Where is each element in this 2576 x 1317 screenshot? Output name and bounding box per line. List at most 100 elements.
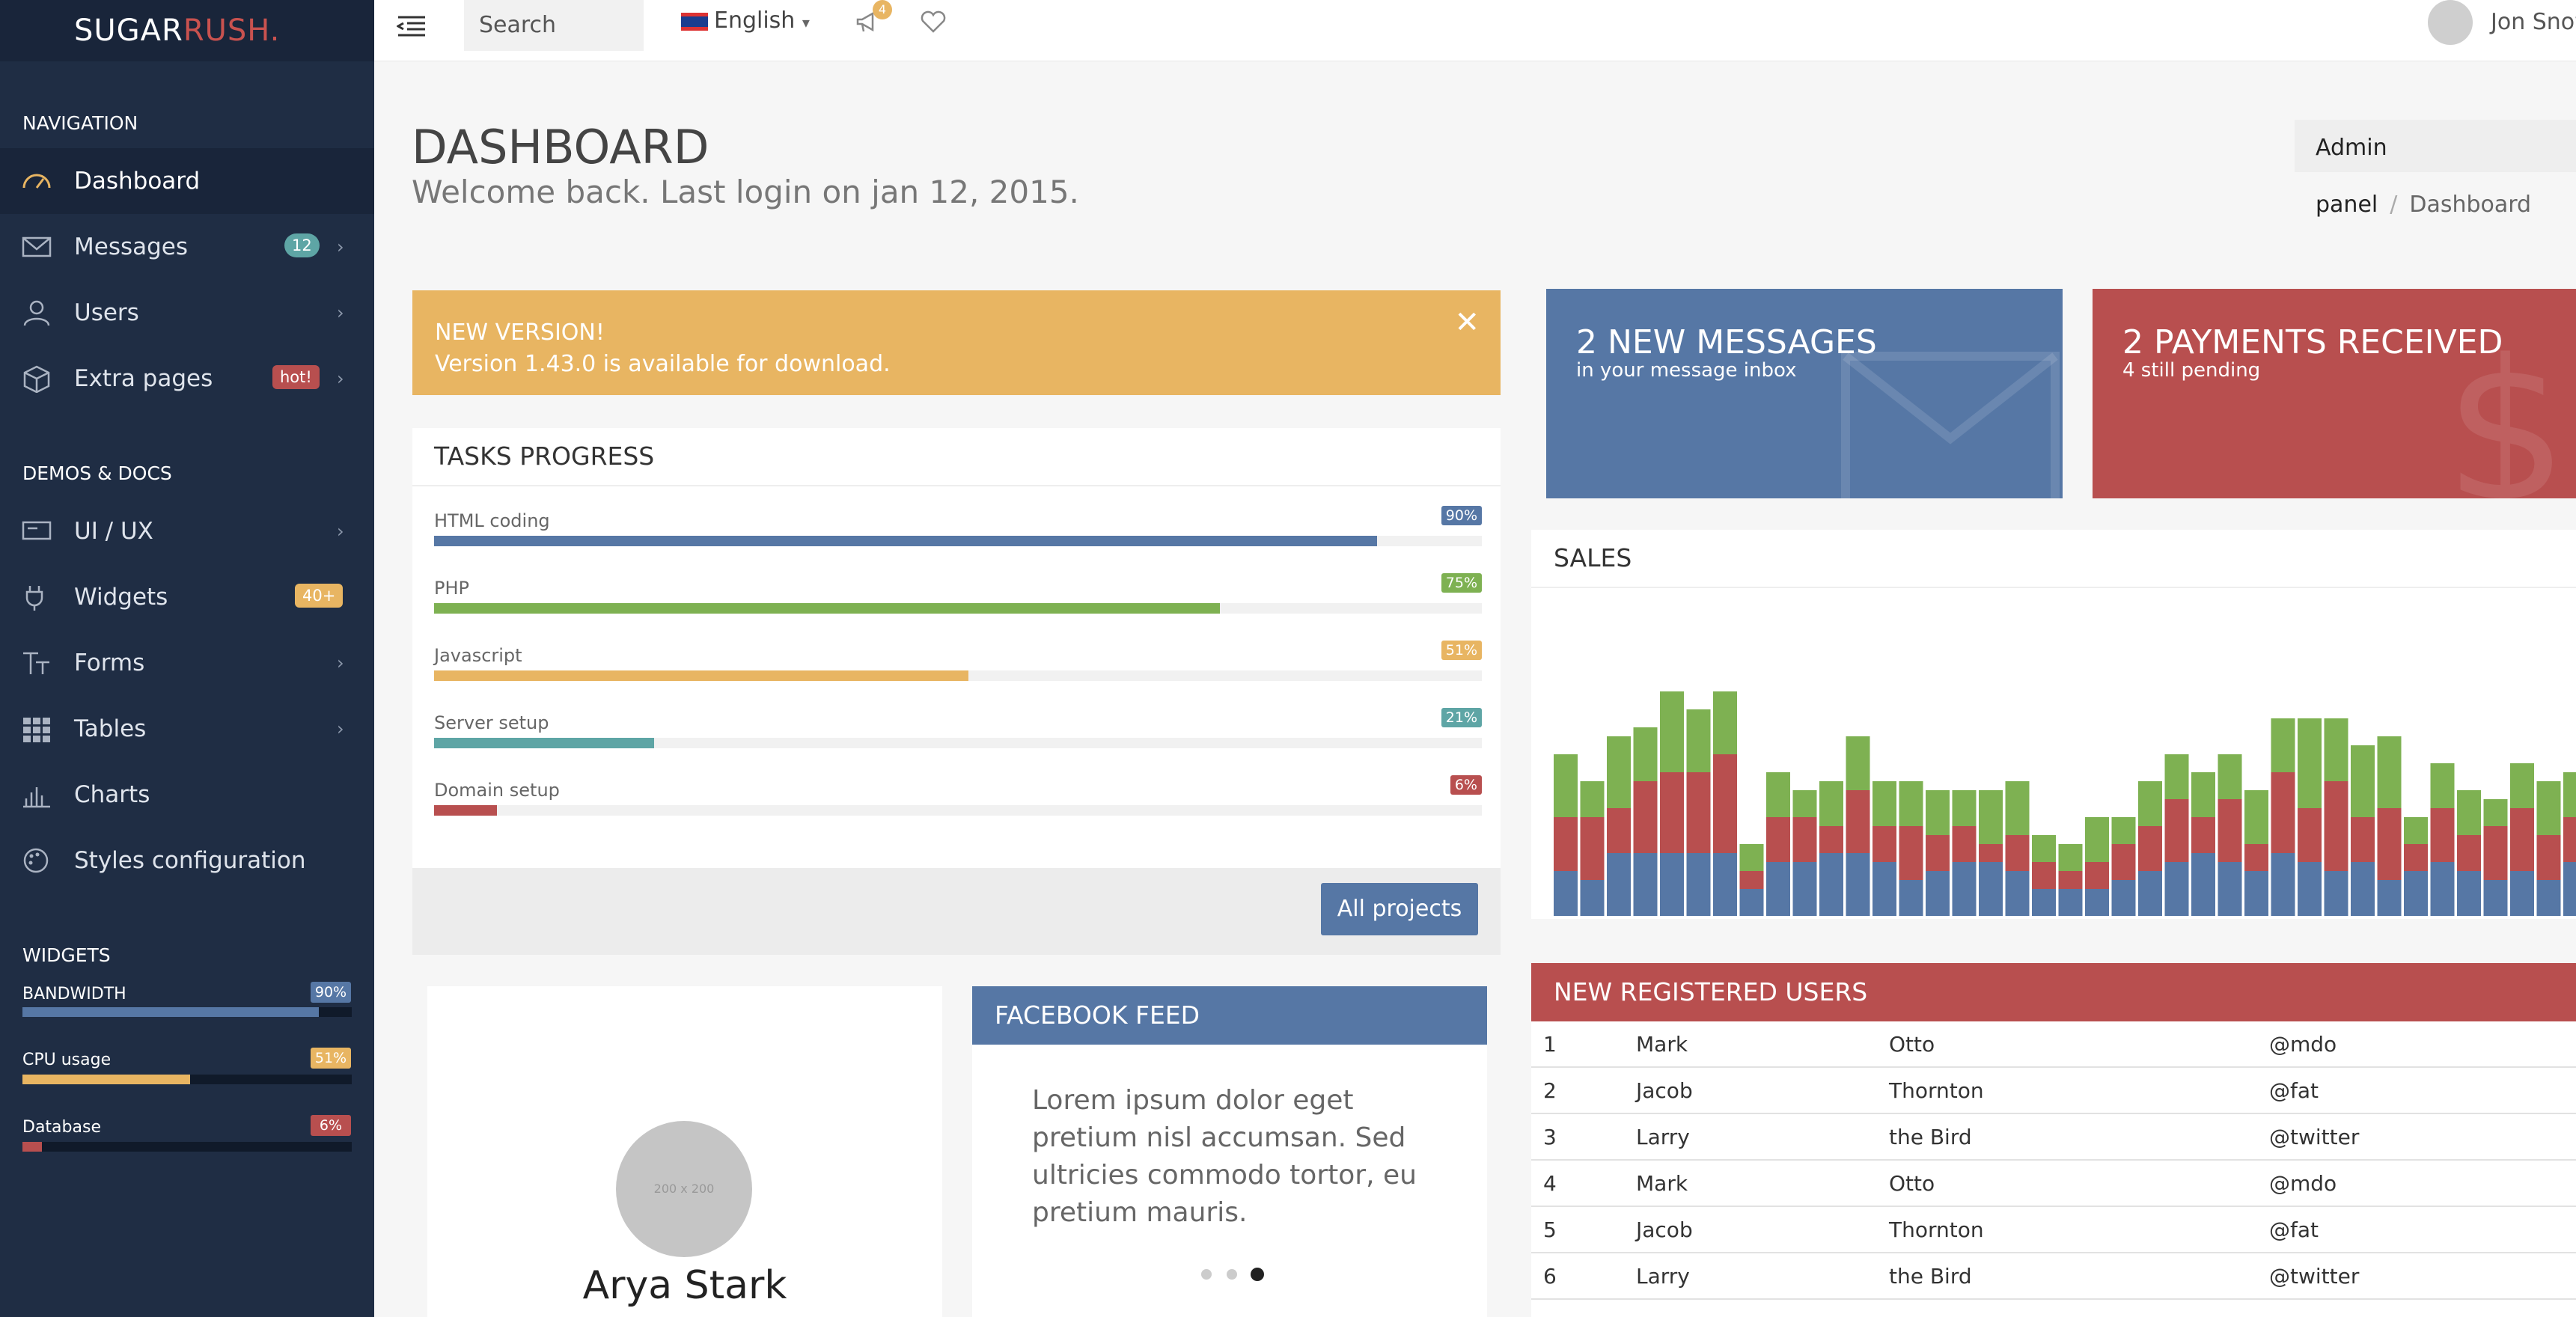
- table-cell: Thornton: [1889, 1078, 1984, 1103]
- sales-bar-segment: [2298, 718, 2322, 808]
- sidebar-item-tables[interactable]: Tables ›: [0, 696, 374, 762]
- menu-toggle-icon[interactable]: [397, 15, 427, 37]
- envelope-icon: [22, 236, 52, 257]
- database-bar: [22, 1142, 352, 1152]
- bandwidth-bar-fill: [22, 1007, 319, 1017]
- sales-bar-segment: [2138, 871, 2162, 916]
- sales-bar-segment: [1580, 781, 1605, 817]
- carousel-dot[interactable]: [1227, 1269, 1237, 1280]
- sales-bar-segment: [1926, 871, 1950, 916]
- sales-bar-segment: [2244, 790, 2268, 844]
- sidebar-item-messages[interactable]: Messages 12 ›: [0, 214, 374, 280]
- envelope-icon: [1841, 352, 2060, 498]
- sidebar-item-label: Dashboard: [74, 168, 201, 195]
- sales-bar-segment: [2138, 826, 2162, 871]
- cpu-bar-fill: [22, 1075, 191, 1084]
- task-domain-setup: Domain setup 6%: [434, 775, 1482, 816]
- sales-bar-segment: [2483, 799, 2508, 826]
- user-icon: [23, 300, 50, 326]
- sales-chart: [1554, 691, 2576, 916]
- caret-down-icon: ▾: [802, 13, 810, 31]
- stat-subtitle: in your message inbox: [1576, 359, 1797, 382]
- sales-bar-segment: [2536, 880, 2561, 916]
- notifications-count-badge: 4: [873, 0, 892, 19]
- sidebar-item-forms[interactable]: Forms ›: [0, 630, 374, 696]
- sidebar-item-styles-configuration[interactable]: Styles configuration: [0, 828, 374, 893]
- task-bar-fill: [434, 536, 1377, 546]
- language-selector[interactable]: English ▾: [681, 7, 810, 34]
- sales-bar-segment: [2058, 889, 2083, 916]
- sales-bar-segment: [1846, 790, 1870, 853]
- sales-bar-segment: [2005, 871, 2030, 916]
- logo-text-primary: SUGAR: [74, 13, 183, 48]
- all-projects-button[interactable]: All projects: [1321, 883, 1478, 935]
- alert-title: NEW VERSION!: [435, 320, 605, 346]
- table-cell: the Bird: [1889, 1125, 1972, 1149]
- sidebar-item-label: Forms: [74, 650, 145, 676]
- brand-logo[interactable]: SUGAR RUSH.: [0, 0, 374, 61]
- heart-icon[interactable]: [921, 10, 946, 33]
- breadcrumb-separator: /: [2390, 192, 2398, 218]
- sales-bar-segment: [1633, 781, 1658, 853]
- sales-bar-segment: [1873, 862, 1896, 916]
- table-cell: 6: [1543, 1264, 1557, 1289]
- bandwidth-bar: [22, 1007, 352, 1017]
- sales-bar-segment: [1792, 817, 1817, 862]
- task-javascript: Javascript 51%: [434, 641, 1482, 681]
- table-cell: Jacob: [1636, 1078, 1693, 1103]
- task-bar: [434, 536, 1482, 546]
- breadcrumb-item-admin-panel[interactable]: Admin panel: [2316, 135, 2387, 218]
- stat-card-messages[interactable]: 2 NEW MESSAGES in your message inbox: [1546, 289, 2063, 498]
- carousel-dot-active[interactable]: [1251, 1268, 1264, 1281]
- stat-card-payments[interactable]: $ 2 PAYMENTS RECEIVED 4 still pending: [2093, 289, 2576, 498]
- divider: [1531, 587, 2576, 588]
- task-bar-fill: [434, 738, 654, 748]
- sales-bar-segment: [2430, 862, 2455, 916]
- sales-bar-segment: [2218, 862, 2242, 916]
- close-icon[interactable]: ✕: [1454, 305, 1480, 340]
- sales-bar-segment: [1686, 853, 1711, 916]
- sales-bar-segment: [1979, 790, 2003, 844]
- task-bar-fill: [434, 805, 497, 816]
- chevron-right-icon: ›: [337, 718, 344, 739]
- sales-bar-segment: [2510, 808, 2534, 871]
- sidebar-item-charts[interactable]: Charts: [0, 762, 374, 828]
- sales-bar-segment: [1660, 691, 1684, 772]
- sidebar-item-label: Tables: [74, 715, 147, 742]
- facebook-feed-title: FACEBOOK FEED: [972, 986, 1487, 1045]
- sales-bar-segment: [1554, 754, 1578, 817]
- task-bar-fill: [434, 603, 1220, 614]
- sidebar-item-ui-ux[interactable]: UI / UX ›: [0, 498, 374, 564]
- user-avatar[interactable]: [2428, 0, 2473, 45]
- uk-flag-icon: [681, 12, 708, 31]
- sidebar-item-extra-pages[interactable]: Extra pages hot! ›: [0, 346, 374, 412]
- sales-bar-segment: [1952, 826, 1977, 862]
- task-bar-fill: [434, 670, 968, 681]
- sidebar-item-users[interactable]: Users ›: [0, 280, 374, 346]
- megaphone-icon[interactable]: [855, 9, 882, 36]
- sales-bar-segment: [2271, 718, 2295, 772]
- sidebar-item-dashboard[interactable]: Dashboard: [0, 148, 374, 214]
- sales-bar-segment: [2404, 817, 2428, 844]
- table-cell: the Bird: [1889, 1264, 1972, 1289]
- sales-bar-segment: [2058, 844, 2083, 871]
- sidebar-item-label: Messages: [74, 233, 189, 260]
- sales-bar-segment: [1766, 862, 1790, 916]
- carousel-dot[interactable]: [1201, 1269, 1212, 1280]
- table-row: 2 Jacob Thornton @fat: [1531, 1068, 2576, 1114]
- chevron-right-icon: ›: [337, 521, 344, 542]
- table-cell: Thornton: [1889, 1217, 1984, 1242]
- alert-text: Version 1.43.0 is available for download…: [435, 351, 891, 377]
- page-title: DASHBOARD: [412, 120, 709, 174]
- sales-bar-segment: [2244, 871, 2268, 916]
- sidebar-item-widgets[interactable]: Widgets 40+: [0, 564, 374, 630]
- user-name[interactable]: Jon Snow: [2491, 9, 2576, 35]
- breadcrumb: Admin panel / Dashboard: [2295, 120, 2576, 218]
- hot-badge: hot!: [272, 365, 320, 389]
- sales-bar-segment: [2244, 844, 2268, 871]
- search-input[interactable]: Search: [464, 0, 644, 51]
- sales-bar-segment: [1713, 754, 1737, 853]
- sales-bar-segment: [2351, 862, 2375, 916]
- sales-bar-segment: [2032, 862, 2056, 889]
